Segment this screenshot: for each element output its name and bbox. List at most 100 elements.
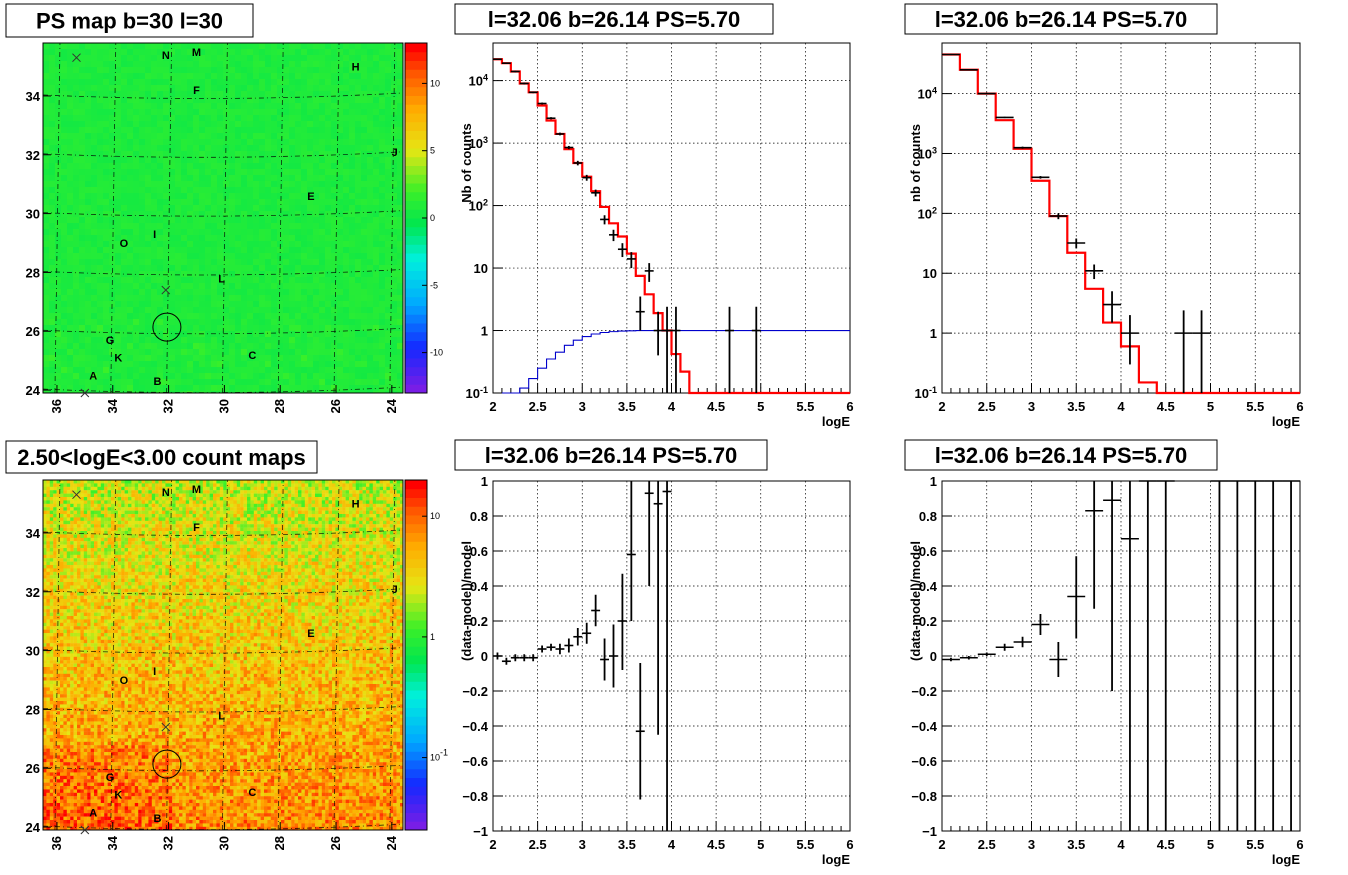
- y-tick-label: −0.6: [911, 754, 937, 769]
- x-tick-label: 4: [668, 837, 676, 852]
- data-point: [1156, 480, 1175, 831]
- x-tick-label: 32: [161, 836, 176, 850]
- y-tick-label: −0.2: [911, 684, 937, 699]
- x-tick-label: 3: [1028, 837, 1035, 852]
- data-point: [600, 215, 610, 225]
- source-label: J: [392, 147, 398, 159]
- data-point: [1031, 176, 1050, 179]
- y-axis-label: (data-model)/model: [459, 541, 474, 661]
- spectrum-panel: 2 2.5 3 3.5 4 4.5 5 5.5 6 10-1 1 10 102 103 104 logE nb …: [908, 42, 1304, 429]
- x-tick-label: 4: [1117, 399, 1125, 414]
- x-axis-label: logE: [822, 414, 850, 429]
- residual-panel: 2 2.5 3 3.5 4 4.5 5 5.5 6 −1 −0.8 −0.6 −0.4 −0.2 0 0.2 0…: [459, 474, 854, 867]
- y-tick-label: 26: [26, 324, 40, 339]
- data-point: [493, 652, 502, 660]
- y-tick-label: 34: [26, 526, 41, 541]
- data-point: [582, 174, 592, 181]
- x-tick-label: 5.5: [796, 837, 814, 852]
- source-label: N: [162, 487, 170, 499]
- source-label: M: [192, 484, 201, 496]
- x-tick-label: 3.5: [618, 837, 636, 852]
- y-axis-label: (data-model)/model: [908, 541, 923, 661]
- data-point: [662, 306, 672, 393]
- y-tick-label: 28: [26, 702, 40, 717]
- data-point: [653, 311, 663, 356]
- data-point: [1192, 310, 1211, 393]
- source-label: I: [153, 666, 156, 678]
- data-point: [591, 189, 601, 197]
- x-tick-label: 5: [1207, 837, 1214, 852]
- data-point: [1121, 481, 1139, 831]
- panel-title: l=32.06 b=26.14 PS=5.70: [454, 439, 768, 471]
- y-tick-label: 10: [474, 261, 488, 276]
- y-axis-label: nb of counts: [908, 124, 923, 202]
- palette-tick-label: 10-1: [430, 748, 448, 763]
- source-label: E: [307, 191, 314, 203]
- y-tick-label: 24: [26, 383, 41, 398]
- data-point: [1103, 481, 1121, 691]
- y-tick-label: 0: [481, 649, 488, 664]
- source-label: G: [106, 772, 115, 784]
- panel-title: PS map b=30 l=30: [5, 3, 254, 38]
- x-tick-label: 2: [938, 837, 945, 852]
- panel-title: l=32.06 b=26.14 PS=5.70: [454, 3, 774, 35]
- source-label: F: [193, 85, 200, 97]
- x-tick-label: 4.5: [707, 837, 725, 852]
- y-tick-label: 104: [469, 73, 488, 89]
- data-point: [537, 102, 547, 105]
- source-label: O: [120, 238, 129, 250]
- x-tick-label: 4.5: [707, 399, 725, 414]
- grid: [492, 480, 851, 832]
- y-tick-label: 0.2: [919, 614, 937, 629]
- y-tick-label: 1: [930, 474, 937, 489]
- y-tick-label: 0.8: [919, 509, 937, 524]
- cross-marker: [80, 825, 90, 835]
- source-label: G: [106, 335, 115, 347]
- data-point: [1085, 481, 1104, 609]
- x-tick-label: 6: [846, 399, 853, 414]
- y-tick-label: 104: [918, 86, 937, 102]
- y-tick-label: 102: [469, 198, 488, 214]
- data-point: [995, 643, 1014, 651]
- y-tick-label: 30: [26, 207, 40, 222]
- panel-title: 2.50<logE<3.00 count maps: [5, 440, 318, 474]
- data-point: [1210, 480, 1229, 831]
- y-tick-label: 103: [918, 145, 937, 161]
- data-point: [626, 252, 636, 269]
- x-tick-label: 26: [328, 836, 343, 850]
- y-tick-label: 32: [26, 148, 40, 163]
- x-tick-label: 5: [757, 837, 764, 852]
- source-label: H: [352, 499, 360, 511]
- data-point: [528, 654, 538, 662]
- data-point: [1085, 264, 1104, 280]
- data-point: [617, 243, 627, 258]
- svg-text:PS map b=30 l=30: PS map b=30 l=30: [36, 9, 223, 34]
- y-tick-label: −0.4: [911, 719, 937, 734]
- x-tick-label: 28: [272, 399, 287, 413]
- y-tick-label: 0.4: [919, 579, 938, 594]
- y-tick-label: 24: [26, 820, 41, 835]
- data-point: [537, 645, 547, 653]
- data-point: [626, 481, 636, 621]
- y-tick-label: 28: [26, 265, 40, 280]
- data-point: [644, 263, 654, 282]
- x-tick-label: 34: [105, 835, 120, 850]
- source-label: L: [218, 710, 225, 722]
- y-tick-label: −1: [922, 824, 937, 839]
- source-label: I: [153, 229, 156, 241]
- data-point: [1067, 556, 1086, 639]
- y-tick-label: 0.2: [470, 614, 488, 629]
- data-point: [555, 643, 565, 655]
- x-axis-label: logE: [1272, 852, 1300, 867]
- x-tick-label: 5.5: [1246, 837, 1264, 852]
- y-axis-label: Nb of counts: [459, 123, 474, 202]
- y-tick-label: 10: [923, 266, 937, 281]
- data-point: [725, 306, 734, 393]
- x-tick-label: 4.5: [1157, 399, 1175, 414]
- x-tick-label: 2.5: [529, 837, 547, 852]
- data-point: [1246, 480, 1265, 831]
- data-point: [1049, 642, 1068, 677]
- y-tick-label: 26: [26, 761, 40, 776]
- x-tick-label: 24: [384, 398, 399, 413]
